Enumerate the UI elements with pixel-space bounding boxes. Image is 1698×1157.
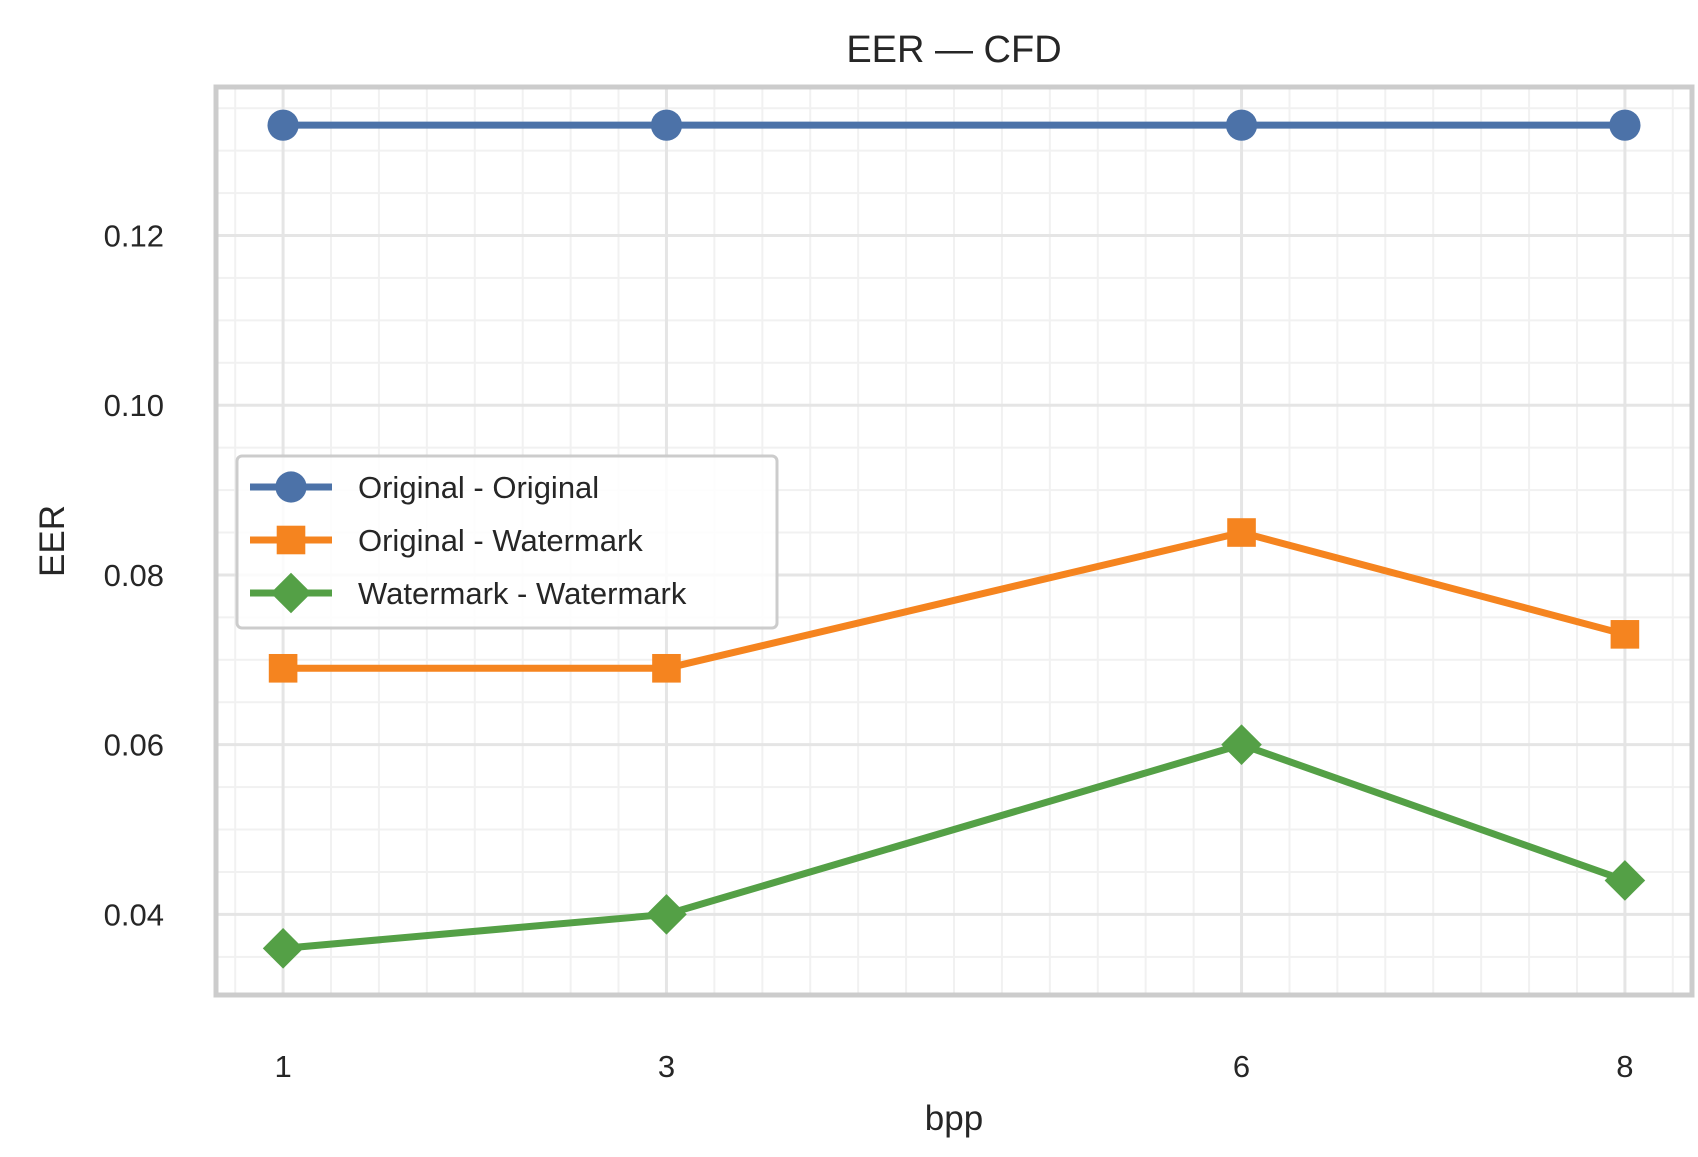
legend-marker: [276, 525, 306, 555]
legend-box: [235, 454, 779, 630]
x-axis-label: bpp: [925, 1099, 983, 1138]
x-tick-label: 8: [1616, 1049, 1633, 1084]
legend-item: Original - Original: [250, 470, 599, 505]
data-point: [1610, 620, 1640, 649]
series-line: [282, 741, 1627, 952]
legend-marker: [270, 572, 312, 614]
x-tick-label: 6: [1233, 1049, 1250, 1084]
legend-item: Watermark - Watermark: [250, 572, 687, 614]
plot-frame: [213, 84, 1695, 998]
series-1: [267, 109, 1641, 141]
y-tick-label: 0.10: [104, 388, 164, 423]
y-tick-labels: 0.04 0.06 0.08 0.10 0.12: [104, 219, 164, 933]
data-point: [268, 653, 298, 683]
x-tick-labels: 1 3 6 8: [274, 1049, 1633, 1084]
x-tick-label: 3: [658, 1049, 675, 1084]
data-point: [1225, 109, 1258, 141]
data-point: [652, 653, 681, 683]
y-tick-label: 0.04: [104, 897, 164, 932]
data-point: [1609, 109, 1641, 141]
data-point: [262, 928, 304, 969]
series-3: [262, 724, 1646, 969]
legend-label: Original - Original: [358, 470, 599, 505]
y-tick-label: 0.12: [104, 219, 164, 254]
y-axis-label: EER: [33, 505, 72, 577]
series-line: [283, 529, 1626, 672]
series-layer: [262, 109, 1646, 969]
y-tick-label: 0.08: [104, 558, 164, 593]
x-tick-label: 1: [274, 1049, 291, 1084]
data-point: [650, 109, 683, 141]
y-tick-label: 0.06: [104, 728, 164, 763]
legend: Original - Original Original - Watermark W…: [235, 454, 779, 630]
data-point: [267, 109, 299, 141]
data-point: [1221, 724, 1262, 765]
data-point: [646, 894, 687, 935]
legend-marker: [275, 471, 307, 503]
chart-title: EER — CFD: [846, 29, 1061, 71]
data-point: [1604, 860, 1646, 901]
legend-item: Original - Watermark: [250, 523, 643, 558]
data-point: [1227, 518, 1256, 547]
legend-label: Original - Watermark: [358, 523, 643, 558]
legend-label: Watermark - Watermark: [358, 576, 687, 611]
series-2: [268, 518, 1640, 683]
